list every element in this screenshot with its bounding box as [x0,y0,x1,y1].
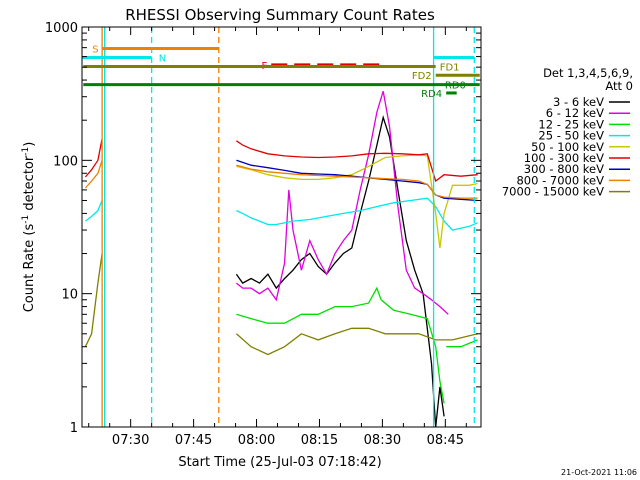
legend-label-100-300-kev: 100 - 300 keV [524,151,604,165]
series-line-6-12-kev-1 [235,91,449,315]
flag-label-fd2: FD2 [412,71,432,82]
plot-content: SNFFD1FD2RD0RD4 [82,27,480,428]
legend-subtitle: Att 0 [605,79,633,93]
y-axis-label-sup1: -1 [21,215,31,224]
legend-label-800-7000-kev: 800 - 7000 keV [516,173,604,187]
series-line-100-300-kev-1 [84,138,103,178]
y-tick-label-1: 1 [70,421,78,436]
plot-frame [81,26,482,428]
flag-label-n: N [159,54,166,65]
series-line-12-25-kev-2 [446,339,478,348]
y-axis-label-main: Count Rate (s [22,224,37,313]
series-line-7000-15000-kev-2 [235,327,478,356]
footer-timestamp: 21-Oct-2021 11:06 [561,468,637,477]
y-axis-ticks: 1 10 100 1000 [45,21,481,436]
x-tick-label-07-45: 07:45 [175,433,212,448]
x-axis-ticks: 07:30 07:45 08:00 08:15 08:30 08:45 [88,27,467,448]
legend-label-7000-15000-kev: 7000 - 15000 keV [502,185,604,199]
y-axis-label-sup2: -1 [21,147,31,156]
x-tick-label-08-00: 08:00 [238,433,275,448]
series-line-12-25-kev-1 [236,286,445,404]
series-line-800-7000-kev-2 [236,164,478,199]
legend-label-50-100-kev: 50 - 100 keV [531,140,604,154]
y-axis-label-mid: detector [22,155,37,215]
chart-title: RHESSI Observing Summary Count Rates [125,6,435,24]
y-tick-label-100: 100 [53,154,78,169]
series-line-50-100-kev-1 [236,154,478,249]
x-tick-label-07-30: 07:30 [112,433,149,448]
x-tick-label-08-30: 08:30 [364,433,401,448]
flag-label-rd0: RD0 [445,81,466,92]
series-line-100-300-kev-2 [236,140,478,183]
flag-label-rd4: RD4 [421,89,442,100]
flag-label-fd1: FD1 [440,63,460,74]
x-tick-label-08-15: 08:15 [301,433,338,448]
y-axis-label-end: ) [22,142,37,147]
series-line-3-6-kev-1 [235,114,445,428]
series-line-800-7000-kev-1 [84,160,103,189]
x-axis-label: Start Time (25-Jul-03 07:18:42) [178,455,381,470]
legend-label-3-6-kev: 3 - 6 keV [553,95,604,109]
series-line-25-50-kev-2 [236,197,478,231]
flag-label-s: S [92,44,98,55]
series-line-7000-15000-kev-1 [84,253,103,347]
x-tick-label-08-45: 08:45 [427,433,464,448]
legend-label-6-12-kev: 6 - 12 keV [546,106,604,120]
y-tick-label-10: 10 [61,288,78,303]
y-axis-label: Count Rate (s-1 detector-1) [21,142,37,313]
legend-label-25-50-kev: 25 - 50 keV [538,129,604,143]
y-tick-label-1000: 1000 [45,21,78,36]
series-line-25-50-kev-1 [85,200,103,222]
legend-title: Det 1,3,4,5,6,9, [543,66,633,80]
legend-label-300-800-kev: 300 - 800 keV [524,162,604,176]
legend-label-12-25-kev: 12 - 25 keV [538,117,604,131]
